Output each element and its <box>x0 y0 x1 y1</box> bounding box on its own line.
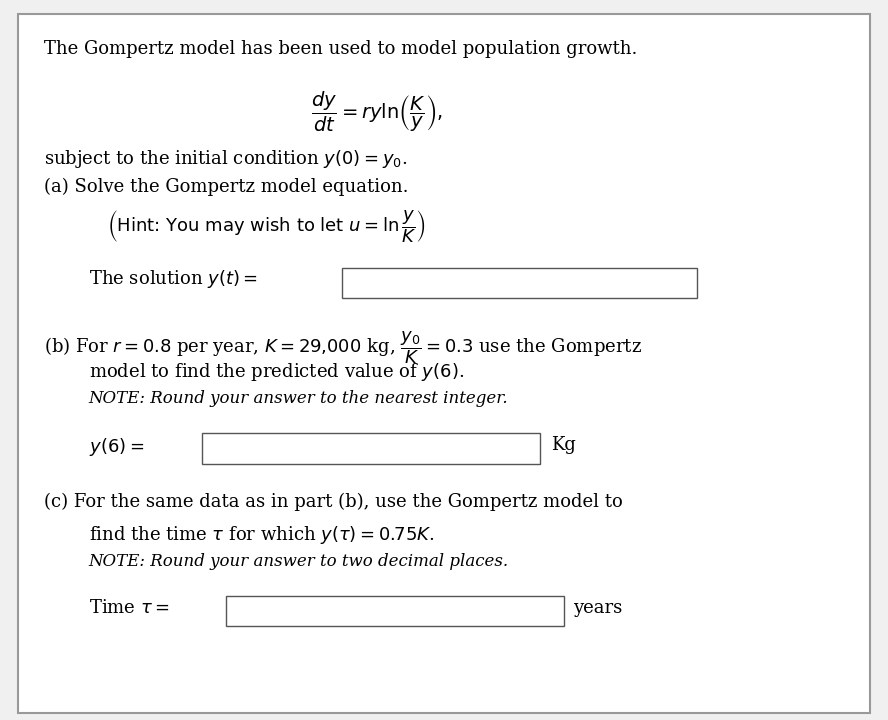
FancyBboxPatch shape <box>18 14 870 713</box>
Text: NOTE: Round your answer to the nearest integer.: NOTE: Round your answer to the nearest i… <box>89 390 509 408</box>
Text: model to find the predicted value of $y(6)$.: model to find the predicted value of $y(… <box>89 361 464 384</box>
Text: $\left(\text{Hint: You may wish to let } u = \ln\dfrac{y}{K}\right)$: $\left(\text{Hint: You may wish to let }… <box>107 209 425 246</box>
Text: Time $\tau=$: Time $\tau=$ <box>89 599 170 617</box>
Text: The solution $y(t) =$: The solution $y(t) =$ <box>89 268 258 290</box>
Text: NOTE: Round your answer to two decimal places.: NOTE: Round your answer to two decimal p… <box>89 553 509 570</box>
Text: find the time $\tau$ for which $y(\tau) = 0.75K$.: find the time $\tau$ for which $y(\tau) … <box>89 524 434 546</box>
FancyBboxPatch shape <box>226 596 564 626</box>
FancyBboxPatch shape <box>202 433 540 464</box>
Text: (b) For $r = 0.8$ per year, $K = 29{,}000$ kg, $\dfrac{y_0}{K} = 0.3$ use the Go: (b) For $r = 0.8$ per year, $K = 29{,}00… <box>44 329 642 366</box>
FancyBboxPatch shape <box>342 268 697 298</box>
Text: The Gompertz model has been used to model population growth.: The Gompertz model has been used to mode… <box>44 40 638 58</box>
Text: (c) For the same data as in part (b), use the Gompertz model to: (c) For the same data as in part (b), us… <box>44 493 623 511</box>
Text: $\dfrac{dy}{dt} = ry\ln\!\left(\dfrac{K}{y}\right),$: $\dfrac{dy}{dt} = ry\ln\!\left(\dfrac{K}… <box>311 90 442 134</box>
Text: subject to the initial condition $y(0) = y_0$.: subject to the initial condition $y(0) =… <box>44 148 408 170</box>
Text: $y(6) =$: $y(6) =$ <box>89 436 144 458</box>
Text: Kg: Kg <box>551 436 575 454</box>
Text: (a) Solve the Gompertz model equation.: (a) Solve the Gompertz model equation. <box>44 178 408 196</box>
Text: years: years <box>573 599 622 617</box>
